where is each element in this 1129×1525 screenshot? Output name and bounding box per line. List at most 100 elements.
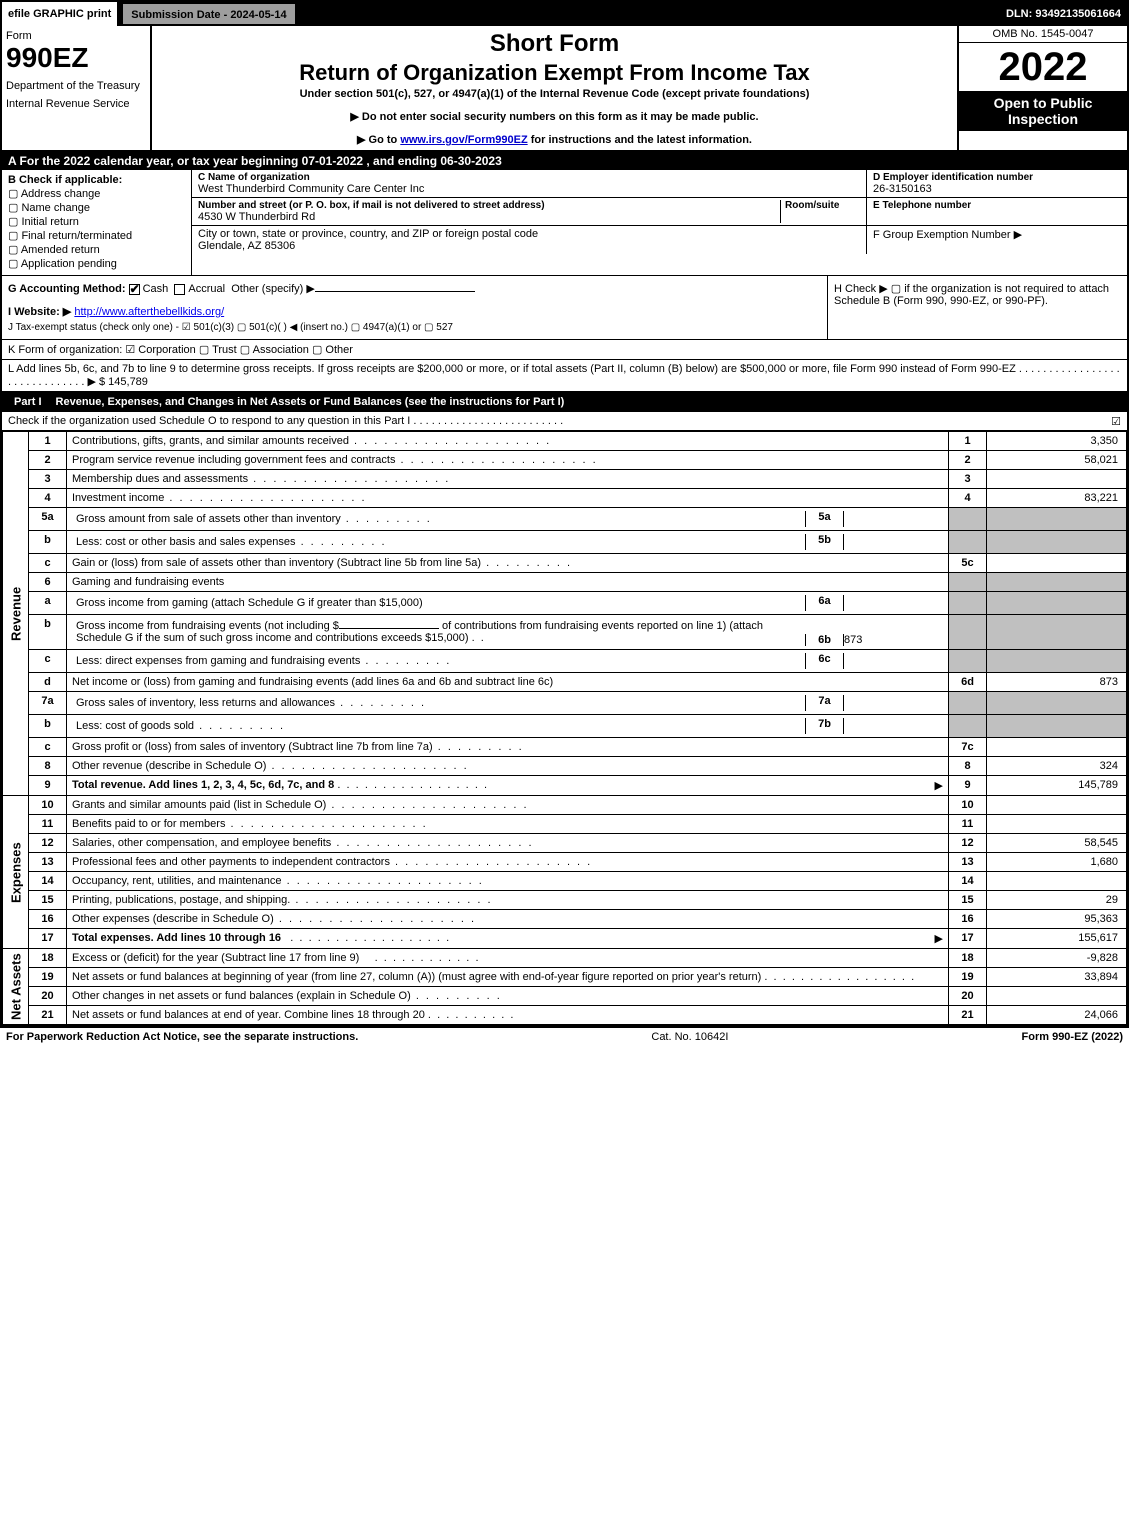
form-container: efile GRAPHIC print Submission Date - 20… <box>0 0 1129 1027</box>
line-18-desc: Excess or (deficit) for the year (Subtra… <box>67 949 949 968</box>
line-6c-desc: Less: direct expenses from gaming and fu… <box>67 650 949 673</box>
line-17-desc: Total expenses. Add lines 10 through 16 … <box>67 929 949 949</box>
chk-name-change[interactable]: Name change <box>8 201 185 214</box>
tax-year: 2022 <box>959 43 1127 91</box>
col-g: G Accounting Method: Cash Accrual Other … <box>2 276 827 339</box>
efile-print-link[interactable]: efile GRAPHIC print <box>2 2 117 26</box>
col-cde: C Name of organization West Thunderbird … <box>192 170 1127 275</box>
line-5b-desc: Less: cost or other basis and sales expe… <box>67 531 949 554</box>
row-j: J Tax-exempt status (check only one) - ☑… <box>8 322 821 333</box>
line-20-desc: Other changes in net assets or fund bala… <box>67 987 949 1006</box>
return-title: Return of Organization Exempt From Incom… <box>158 60 951 86</box>
chk-amended-return[interactable]: Amended return <box>8 243 185 256</box>
line-3-col: 3 <box>949 470 987 489</box>
schedule-o-check[interactable]: ☑ <box>1111 415 1121 428</box>
line-18-val: -9,828 <box>987 949 1127 968</box>
line-21-col: 21 <box>949 1006 987 1025</box>
line-6d-desc: Net income or (loss) from gaming and fun… <box>67 673 949 692</box>
chk-application-pending[interactable]: Application pending <box>8 257 185 270</box>
chk-final-return[interactable]: Final return/terminated <box>8 229 185 242</box>
header-right: OMB No. 1545-0047 2022 Open to Public In… <box>957 26 1127 150</box>
line-8-col: 8 <box>949 757 987 776</box>
line-21-val: 24,066 <box>987 1006 1127 1025</box>
part-1-label: Part I <box>8 395 48 409</box>
line-7c-col: 7c <box>949 738 987 757</box>
line-12-val: 58,545 <box>987 834 1127 853</box>
g-label: G Accounting Method: <box>8 283 126 295</box>
line-2-val: 58,021 <box>987 451 1127 470</box>
line-1-col: 1 <box>949 432 987 451</box>
cash-label: Cash <box>143 283 169 295</box>
line-5c-desc: Gain or (loss) from sale of assets other… <box>67 554 949 573</box>
line-19-val: 33,894 <box>987 968 1127 987</box>
line-1-desc: Contributions, gifts, grants, and simila… <box>67 432 949 451</box>
chk-initial-return[interactable]: Initial return <box>8 215 185 228</box>
line-15-val: 29 <box>987 891 1127 910</box>
form-number: 990EZ <box>6 42 146 74</box>
line-4-col: 4 <box>949 489 987 508</box>
col-b: B Check if applicable: Address change Na… <box>2 170 192 275</box>
line-7c-val <box>987 738 1127 757</box>
city-label: City or town, state or province, country… <box>198 228 860 240</box>
ein-value: 26-3150163 <box>873 183 1121 195</box>
line-5c-col: 5c <box>949 554 987 573</box>
line-16-val: 95,363 <box>987 910 1127 929</box>
line-5c-val <box>987 554 1127 573</box>
line-3-desc: Membership dues and assessments <box>67 470 949 489</box>
line-12-desc: Salaries, other compensation, and employ… <box>67 834 949 853</box>
line-3-val <box>987 470 1127 489</box>
line-15-desc: Printing, publications, postage, and shi… <box>67 891 949 910</box>
line-18-col: 18 <box>949 949 987 968</box>
b-label: B Check if applicable: <box>8 174 122 186</box>
line-10-desc: Grants and similar amounts paid (list in… <box>67 796 949 815</box>
col-h: H Check ▶ ▢ if the organization is not r… <box>827 276 1127 339</box>
street-label: Number and street (or P. O. box, if mail… <box>198 200 780 211</box>
chk-address-change[interactable]: Address change <box>8 187 185 200</box>
irs-link[interactable]: www.irs.gov/Form990EZ <box>400 134 527 146</box>
i-label: I Website: ▶ <box>8 306 71 318</box>
chk-accrual[interactable] <box>174 284 185 295</box>
line-7b-desc: Less: cost of goods sold7b <box>67 715 949 738</box>
city-value: Glendale, AZ 85306 <box>198 240 860 252</box>
short-form-title: Short Form <box>158 30 951 58</box>
open-inspection: Open to Public Inspection <box>959 91 1127 131</box>
row-a-taxyear: A For the 2022 calendar year, or tax yea… <box>2 152 1127 170</box>
netassets-section-label: Net Assets <box>3 949 29 1025</box>
footer-right: Form 990-EZ (2022) <box>1022 1031 1123 1043</box>
row-c-name: C Name of organization West Thunderbird … <box>192 170 1127 198</box>
e-phone-label: E Telephone number <box>873 200 1121 211</box>
line-9-val: 145,789 <box>987 776 1127 796</box>
line-7a-desc: Gross sales of inventory, less returns a… <box>67 692 949 715</box>
schedule-o-text: Check if the organization used Schedule … <box>8 415 563 427</box>
goto-post: for instructions and the latest informat… <box>528 134 752 146</box>
room-label: Room/suite <box>785 200 860 211</box>
d-ein-label: D Employer identification number <box>873 172 1121 183</box>
line-6a-desc: Gross income from gaming (attach Schedul… <box>67 592 949 615</box>
website-link[interactable]: http://www.afterthebellkids.org/ <box>74 306 224 318</box>
line-19-desc: Net assets or fund balances at beginning… <box>67 968 949 987</box>
under-section: Under section 501(c), 527, or 4947(a)(1)… <box>158 88 951 100</box>
line-2-col: 2 <box>949 451 987 470</box>
footer: For Paperwork Reduction Act Notice, see … <box>0 1027 1129 1046</box>
line-17-val: 155,617 <box>987 929 1127 949</box>
block-b-through-f: B Check if applicable: Address change Na… <box>2 170 1127 276</box>
street-value: 4530 W Thunderbird Rd <box>198 211 780 223</box>
line-20-col: 20 <box>949 987 987 1006</box>
line-21-desc: Net assets or fund balances at end of ye… <box>67 1006 949 1025</box>
part-1-header: Part I Revenue, Expenses, and Changes in… <box>2 392 1127 412</box>
dept-treasury: Department of the Treasury <box>6 80 146 92</box>
line-9-col: 9 <box>949 776 987 796</box>
row-i: I Website: ▶ http://www.afterthebellkids… <box>8 305 821 318</box>
line-11-col: 11 <box>949 815 987 834</box>
part-1-sub: Check if the organization used Schedule … <box>2 412 1127 431</box>
irs-label: Internal Revenue Service <box>6 98 146 110</box>
line-6d-val: 873 <box>987 673 1127 692</box>
chk-cash[interactable] <box>129 284 140 295</box>
line-16-desc: Other expenses (describe in Schedule O) <box>67 910 949 929</box>
footer-mid: Cat. No. 10642I <box>651 1031 728 1043</box>
c-name-label: C Name of organization <box>198 172 860 183</box>
row-l: L Add lines 5b, 6c, and 7b to line 9 to … <box>2 360 1127 392</box>
goto-note: ▶ Go to www.irs.gov/Form990EZ for instru… <box>158 133 951 146</box>
omb-number: OMB No. 1545-0047 <box>959 26 1127 43</box>
line-11-desc: Benefits paid to or for members <box>67 815 949 834</box>
